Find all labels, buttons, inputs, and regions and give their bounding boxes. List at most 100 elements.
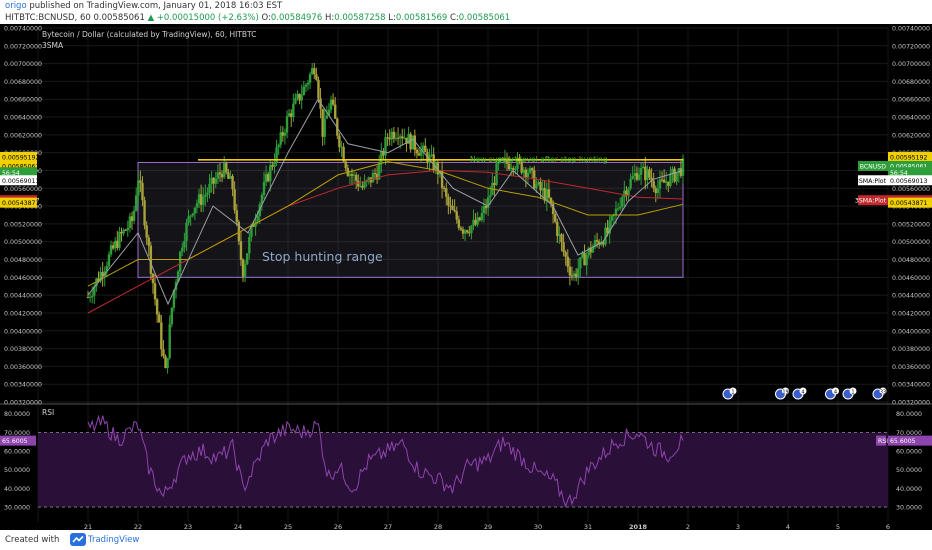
price-tick-right: 0.00320000 (892, 400, 930, 407)
price-tag-name: 3SMA:Plot (855, 178, 887, 185)
candle-body (541, 188, 544, 191)
rsi-tick-left: 50.0000 (4, 467, 30, 474)
price-tick-left: 0.00320000 (4, 400, 42, 407)
price-tag-right: 0.00569013 (890, 178, 927, 185)
candle-body (390, 131, 393, 140)
price-tick-right: 0.00680000 (892, 79, 930, 86)
candle-body (526, 172, 530, 178)
chart-area[interactable]: Stop hunting range New support level aft… (0, 24, 932, 530)
candle-body (193, 207, 197, 214)
candle-body (206, 192, 209, 195)
candle-body (470, 225, 473, 233)
candle-body (139, 180, 142, 183)
rsi-tick-left: 40.0000 (4, 486, 30, 493)
candle-body (273, 163, 276, 167)
candle-body (235, 210, 238, 222)
candle-body (466, 230, 469, 233)
candle-body (296, 93, 299, 99)
candle-body (474, 219, 477, 225)
price-tick-right: 0.00380000 (892, 346, 930, 353)
price-tag-left: 56:54 (2, 170, 20, 177)
price-tag-left: 0.00585061 (2, 163, 39, 170)
candle-body (623, 190, 626, 198)
event-badge (849, 387, 857, 395)
event-badge (799, 387, 807, 395)
rsi-tick-left: 70.0000 (4, 430, 30, 437)
close-value: 0.00585061 (458, 13, 511, 23)
price-tick-left: 0.00340000 (4, 382, 42, 389)
time-tick: 21 (84, 523, 92, 530)
candle-body (375, 174, 379, 180)
time-tick: 3 (736, 523, 740, 530)
candle-body (199, 194, 203, 205)
candle-body (646, 169, 649, 181)
tradingview-brand[interactable]: TradingView (88, 535, 140, 545)
candle-body (442, 187, 446, 189)
candle-body (514, 169, 517, 171)
candle-body (313, 68, 316, 75)
candle-body (172, 290, 176, 308)
candle-body (315, 74, 318, 80)
candle-body (570, 275, 574, 277)
candle-body (327, 109, 331, 116)
time-tick: 29 (484, 523, 492, 530)
rsi-tag-name: RSI (878, 438, 888, 445)
candle-body (579, 257, 582, 269)
candle-body (616, 208, 620, 210)
candle-body (554, 214, 557, 222)
candle-body (403, 137, 406, 139)
price-tag-right-bg (888, 160, 932, 171)
time-tick: 5 (836, 523, 840, 530)
price-tick-right: 0.00360000 (892, 364, 930, 371)
candle-body (497, 161, 500, 164)
candle-body (187, 216, 190, 223)
chart-title: Bytecoin / Dollar (calculated by Trading… (42, 30, 256, 39)
time-tick: 24 (234, 523, 242, 530)
rsi-label: RSI (42, 408, 54, 417)
candle-body (382, 151, 385, 156)
candle-body (90, 295, 94, 298)
candle-body (124, 229, 127, 231)
candle-body (566, 256, 569, 267)
candle-body (629, 178, 632, 189)
close-label: C: (449, 13, 459, 23)
candle-body (457, 219, 461, 228)
price-tag-left-bg (0, 167, 37, 178)
candle-body (93, 286, 96, 296)
candle-body (218, 172, 222, 175)
author-link[interactable]: origo (5, 1, 27, 11)
price-tag-name-bg (858, 195, 888, 206)
candle-body (107, 254, 111, 267)
candle-body (533, 170, 536, 189)
candle-body (361, 185, 364, 188)
low-value: 0.00581569 (395, 13, 448, 23)
candle-body (334, 104, 337, 119)
candle-body (183, 240, 186, 248)
candle-body (340, 146, 343, 148)
candle-body (673, 168, 676, 182)
candle-body (556, 221, 559, 237)
candle-body (604, 227, 607, 245)
rsi-tag-name-bg (876, 435, 886, 446)
price-tick-left: 0.00500000 (4, 239, 42, 246)
candle-body (229, 175, 232, 179)
candle-body (637, 174, 641, 180)
candle-body (405, 137, 408, 144)
candle-body (254, 221, 257, 227)
event-badge (729, 387, 737, 395)
price-tick-right: 0.00440000 (892, 293, 930, 300)
price-tick-right: 0.00520000 (892, 221, 930, 228)
price-tag-right: 0.00585061 (890, 163, 927, 170)
candle-body (484, 205, 488, 209)
candle-body (122, 229, 125, 234)
candle-body (453, 209, 456, 212)
candle-body (269, 165, 272, 182)
price-tick-left: 0.00520000 (4, 221, 42, 228)
candle-body (675, 173, 678, 182)
price-tag-name-bg (858, 175, 888, 186)
candle-body (589, 247, 593, 253)
candle-body (436, 162, 440, 175)
candle-body (522, 169, 525, 173)
candle-body (631, 176, 634, 179)
candle-body (185, 222, 188, 241)
